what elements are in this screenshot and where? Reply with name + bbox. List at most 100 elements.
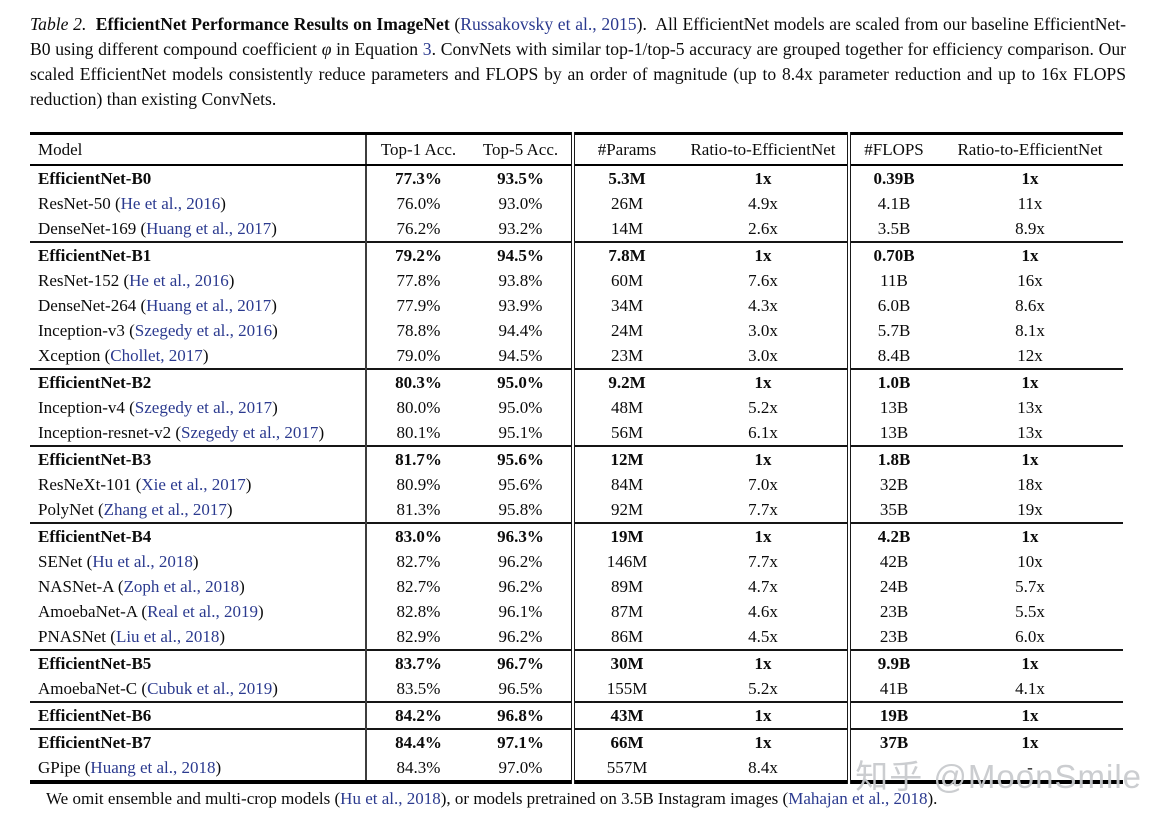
flops-ratio-cell: 6.0x xyxy=(1015,627,1045,646)
table-group-B1: EfficientNet-B1 79.2% 94.5% 7.8M 1x 0.70B 1x Re… xyxy=(30,242,1123,369)
top1-acc-cell: 76.0% xyxy=(365,191,470,216)
citation-link[interactable]: Szegedy et al., 2017 xyxy=(181,423,319,442)
model-name: GPipe xyxy=(38,758,81,777)
flops-ratio-cell: 8.1x xyxy=(1015,321,1045,340)
top5-acc-cell: 96.1% xyxy=(498,602,543,621)
model-name: EfficientNet-B5 xyxy=(38,654,152,673)
text-segment: ), or models pretrained on 3.5B Instagra… xyxy=(440,789,789,808)
model-name: AmoebaNet-C xyxy=(38,679,138,698)
flops-cell: 41B xyxy=(847,676,937,702)
text-segment: ). xyxy=(927,789,938,808)
top1-acc-cell: 77.9% xyxy=(365,293,470,318)
params-ratio-cell: 1x xyxy=(754,527,772,546)
flops-ratio-cell: 4.1x xyxy=(1015,679,1045,698)
params-ratio-cell: 4.5x xyxy=(748,627,778,646)
model-cell: PolyNet (Zhang et al., 2017) xyxy=(38,500,233,519)
flops-ratio-cell: 1x xyxy=(1021,706,1039,725)
citation-link[interactable]: Russakovsky et al., 2015 xyxy=(460,14,637,34)
flops-ratio-cell: 5.7x xyxy=(1015,577,1045,596)
model-name: EfficientNet-B1 xyxy=(38,246,152,265)
table-row: ResNet-152 (He et al., 2016) 77.8% 93.8% 60… xyxy=(30,268,1123,293)
params-cell: 26M xyxy=(571,191,679,216)
top5-acc-cell: 95.1% xyxy=(498,423,543,442)
table-row: EfficientNet-B0 77.3% 93.5% 5.3M 1x 0.39B 1x xyxy=(30,165,1123,191)
params-ratio-cell: 7.0x xyxy=(748,475,778,494)
model-name: EfficientNet-B2 xyxy=(38,373,152,392)
flops-ratio-cell: 13x xyxy=(1017,423,1043,442)
top1-acc-cell: 84.3% xyxy=(365,755,470,782)
model-name: EfficientNet-B4 xyxy=(38,527,152,546)
citation-link[interactable]: Huang et al., 2017 xyxy=(146,296,272,315)
citation-link[interactable]: Chollet, 2017 xyxy=(110,346,203,365)
text-segment: Table 2. xyxy=(30,14,87,34)
flops-ratio-cell: 5.5x xyxy=(1015,602,1045,621)
top1-acc-cell: 76.2% xyxy=(365,216,470,242)
model-cell: EfficientNet-B6 xyxy=(30,702,366,729)
table-row: GPipe (Huang et al., 2018) 84.3% 97.0% 557M… xyxy=(30,755,1123,782)
model-name: PolyNet xyxy=(38,500,94,519)
table-group-B3: EfficientNet-B3 81.7% 95.6% 12M 1x 1.8B 1x ResN… xyxy=(30,446,1123,523)
params-ratio-cell: 4.6x xyxy=(748,602,778,621)
citation-link[interactable]: Szegedy et al., 2017 xyxy=(134,398,273,417)
table-row: EfficientNet-B2 80.3% 95.0% 9.2M 1x 1.0B 1x xyxy=(30,369,1123,395)
citation-link[interactable]: Cubuk et al., 2019 xyxy=(147,679,273,698)
flops-cell xyxy=(847,755,937,782)
citation-link[interactable]: Huang et al., 2017 xyxy=(146,219,272,238)
table-group-B7: EfficientNet-B7 84.4% 97.1% 66M 1x 37B 1x GPipe… xyxy=(30,729,1123,782)
column-header-top5: Top-5 Acc. xyxy=(470,133,573,166)
top5-acc-cell: 93.5% xyxy=(497,169,544,188)
citation-link[interactable]: Zoph et al., 2018 xyxy=(123,577,240,596)
citation-link[interactable]: He et al., 2016 xyxy=(129,271,229,290)
flops-ratio-cell: 1x xyxy=(1021,373,1039,392)
top1-acc-cell: 78.8% xyxy=(365,318,470,343)
params-cell: 155M xyxy=(571,676,679,702)
params-cell: 30M xyxy=(571,650,679,676)
flops-ratio-cell: 16x xyxy=(1017,271,1043,290)
flops-ratio-cell: 13x xyxy=(1017,398,1043,417)
params-ratio-cell: 7.7x xyxy=(748,552,778,571)
citation-link[interactable]: 3 xyxy=(422,39,432,59)
table-group-B5: EfficientNet-B5 83.7% 96.7% 30M 1x 9.9B 1x Amoe… xyxy=(30,650,1123,702)
table-group-B4: EfficientNet-B4 83.0% 96.3% 19M 1x 4.2B 1x SENe… xyxy=(30,523,1123,650)
flops-cell: 35B xyxy=(847,497,937,523)
model-cell: ResNeXt-101 (Xie et al., 2017) xyxy=(38,475,252,494)
citation-link[interactable]: Real et al., 2019 xyxy=(147,602,259,621)
citation-link[interactable]: Hu et al., 2018 xyxy=(340,789,441,808)
params-cell: 24M xyxy=(571,318,679,343)
top5-acc-cell: 97.1% xyxy=(497,733,544,752)
model-name: AmoebaNet-A xyxy=(38,602,138,621)
top1-acc-cell: 80.1% xyxy=(365,420,470,446)
top1-acc-cell: 83.5% xyxy=(365,676,470,702)
model-cell: Xception (Chollet, 2017) xyxy=(38,346,209,365)
citation-link[interactable]: Hu et al., 2018 xyxy=(92,552,193,571)
model-cell: SENet (Hu et al., 2018) xyxy=(38,552,199,571)
params-ratio-cell: 1x xyxy=(754,169,772,188)
flops-cell: 24B xyxy=(847,574,937,599)
table-row: DenseNet-264 (Huang et al., 2017) 77.9% 93… xyxy=(30,293,1123,318)
params-ratio-cell: 1x xyxy=(754,246,772,265)
model-name: PNASNet xyxy=(38,627,107,646)
model-name: EfficientNet-B0 xyxy=(38,169,152,188)
citation-link[interactable]: Szegedy et al., 2016 xyxy=(134,321,273,340)
flops-ratio-cell: 11x xyxy=(1017,194,1043,213)
table-row: DenseNet-169 (Huang et al., 2017) 76.2% 93… xyxy=(30,216,1123,242)
flops-ratio-cell: 8.6x xyxy=(1015,296,1045,315)
flops-cell: 0.39B xyxy=(847,165,937,191)
citation-link[interactable]: Liu et al., 2018 xyxy=(115,627,220,646)
citation-link[interactable]: Zhang et al., 2017 xyxy=(103,500,227,519)
model-cell: EfficientNet-B1 xyxy=(30,242,366,268)
citation-link[interactable]: Huang et al., 2018 xyxy=(90,758,216,777)
citation-link[interactable]: He et al., 2016 xyxy=(120,194,221,213)
citation-link[interactable]: Xie et al., 2017 xyxy=(141,475,246,494)
top5-acc-cell: 96.5% xyxy=(498,679,543,698)
column-header-params: #Params xyxy=(571,133,679,166)
table-group-B0: EfficientNet-B0 77.3% 93.5% 5.3M 1x 0.39B 1x Re… xyxy=(30,165,1123,242)
citation-link[interactable]: Mahajan et al., 2018 xyxy=(788,789,928,808)
model-cell: PNASNet (Liu et al., 2018) xyxy=(38,627,226,646)
flops-ratio-cell: 1x xyxy=(1021,246,1039,265)
top5-acc-cell: 93.8% xyxy=(498,271,543,290)
model-name: EfficientNet-B3 xyxy=(38,450,152,469)
top1-acc-cell: 82.7% xyxy=(365,574,470,599)
model-cell: EfficientNet-B0 xyxy=(30,165,366,191)
column-header-top1: Top-1 Acc. xyxy=(365,133,470,166)
